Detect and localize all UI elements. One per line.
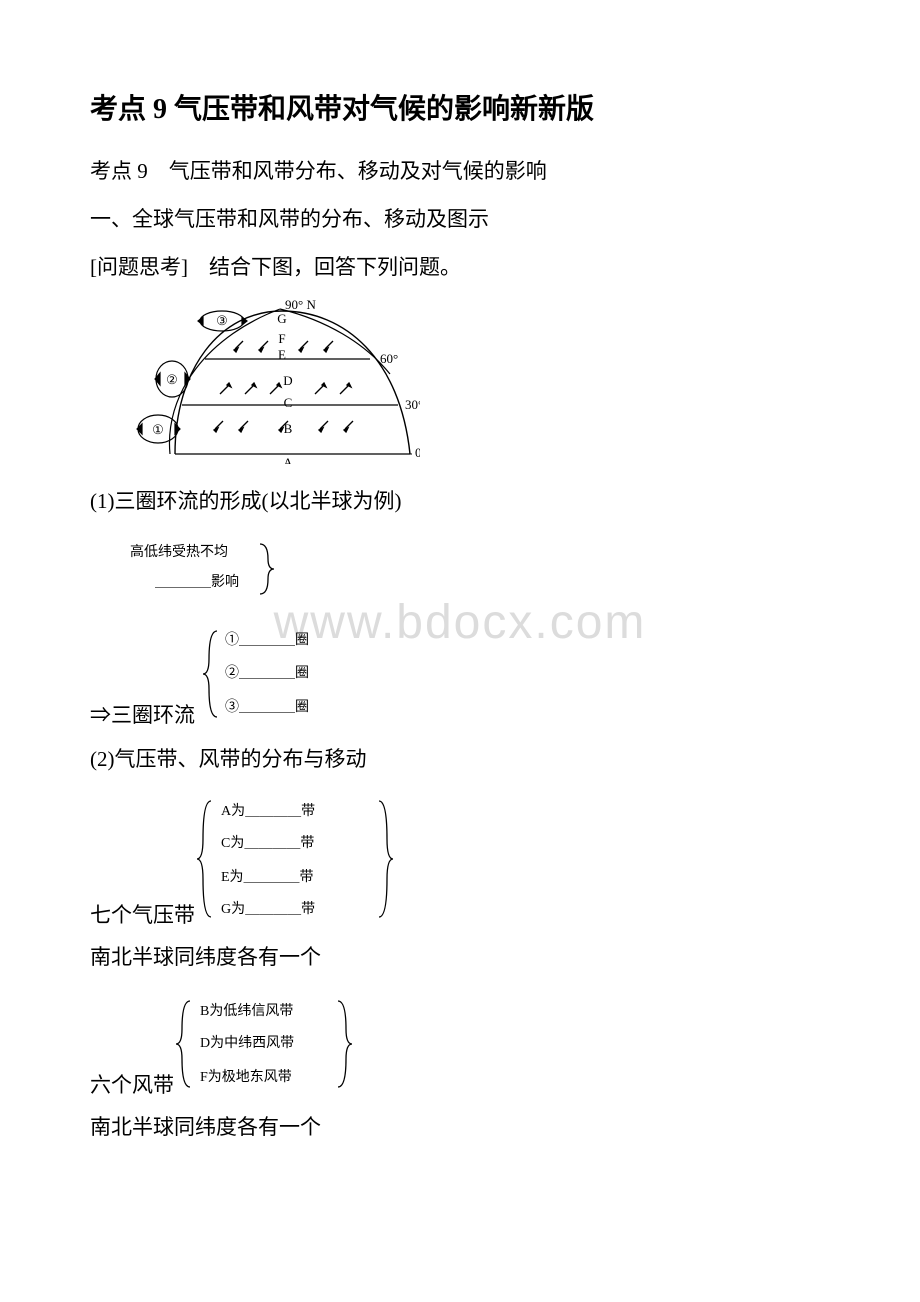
brace4-item-2: F为极地东风带	[200, 1069, 292, 1085]
brace3-item-1: C为＿＿＿＿带	[221, 835, 314, 851]
brace3-item-3: G为＿＿＿＿带	[221, 901, 315, 917]
brace-diagram-2: ⇒三圈环流 ①＿＿＿＿圈 ②＿＿＿＿圈 ③＿＿＿＿圈	[90, 619, 830, 729]
page-title: 考点 9 气压带和风带对气候的影响新新版	[90, 90, 830, 129]
label-A: A	[283, 455, 293, 464]
brace4-item-1: D为中纬西风带	[200, 1035, 294, 1051]
note-1: 南北半球同纬度各有一个	[90, 935, 830, 979]
question-1-label: (1)三圈环流的形成(以北半球为例)	[90, 479, 830, 523]
circulation-diagram: ① ② ③ 90° N G F E D C B A 60° 30° 0°	[120, 299, 830, 469]
brace4-item-0: B为低纬信风带	[200, 1003, 293, 1019]
label-circle-3: ③	[216, 313, 228, 328]
brace2-item-2: ③＿＿＿＿圈	[225, 699, 309, 715]
label-90n: 90° N	[285, 299, 316, 312]
label-30: 30°	[405, 397, 420, 412]
label-B: B	[284, 421, 293, 436]
label-G: G	[277, 311, 286, 326]
brace2-item-1: ②＿＿＿＿圈	[225, 665, 309, 681]
label-F: F	[278, 331, 285, 346]
brace2-item-0: ①＿＿＿＿圈	[225, 632, 309, 648]
brace-diagram-3: 七个气压带 A为＿＿＿＿带 C为＿＿＿＿带 E为＿＿＿＿带 G为＿＿＿＿带	[90, 789, 830, 929]
brace1-text-bottom: ＿＿＿＿影响	[155, 574, 239, 590]
label-60: 60°	[380, 351, 398, 366]
label-E: E	[278, 347, 286, 362]
label-circle-2: ②	[166, 372, 178, 387]
label-0: 0°	[415, 445, 420, 460]
label-D: D	[283, 373, 292, 388]
label-C: C	[284, 395, 293, 410]
brace2-prefix: ⇒三圈环流	[90, 699, 195, 729]
brace-diagram-4: 六个风带 B为低纬信风带 D为中纬西风带 F为极地东风带	[90, 989, 830, 1099]
subtitle: 考点 9 气压带和风带分布、移动及对气候的影响	[90, 149, 830, 193]
prompt-label: [问题思考] 结合下图，回答下列问题。	[90, 245, 830, 289]
question-2-label: (2)气压带、风带的分布与移动	[90, 737, 830, 781]
note-2: 南北半球同纬度各有一个	[90, 1105, 830, 1149]
brace-diagram-1: 高低纬受热不均 ＿＿＿＿影响	[120, 534, 830, 609]
section-heading-1: 一、全球气压带和风带的分布、移动及图示	[90, 197, 830, 241]
brace3-item-2: E为＿＿＿＿带	[221, 869, 314, 885]
brace1-text-top: 高低纬受热不均	[130, 543, 228, 560]
brace3-prefix: 七个气压带	[90, 899, 195, 929]
brace3-item-0: A为＿＿＿＿带	[221, 803, 315, 819]
label-circle-1: ①	[152, 422, 164, 437]
brace4-prefix: 六个风带	[90, 1069, 174, 1099]
